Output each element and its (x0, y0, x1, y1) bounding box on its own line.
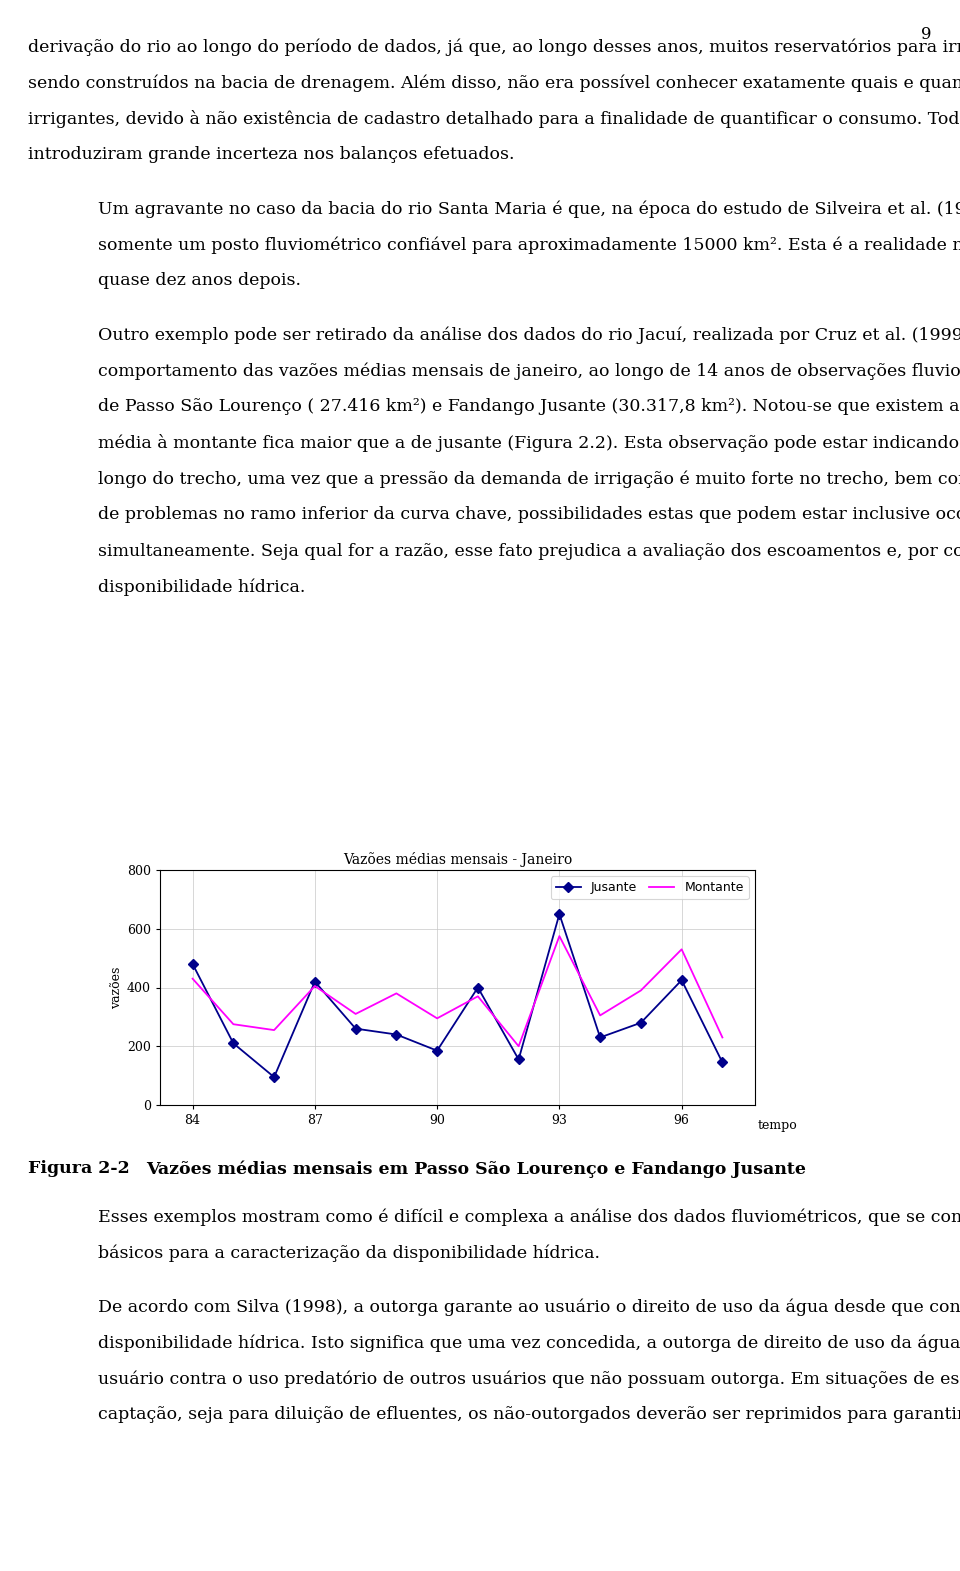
Text: disponibilidade hídrica.: disponibilidade hídrica. (98, 578, 305, 595)
Title: Vazões médias mensais - Janeiro: Vazões médias mensais - Janeiro (343, 853, 572, 867)
Text: Figura 2-2: Figura 2-2 (28, 1159, 130, 1177)
Text: média à montante fica maior que a de jusante (Figura 2.2). Esta observação pode : média à montante fica maior que a de jus… (98, 434, 960, 452)
Legend: Jusante, Montante: Jusante, Montante (551, 877, 749, 899)
Text: longo do trecho, uma vez que a pressão da demanda de irrigação é muito forte no : longo do trecho, uma vez que a pressão d… (98, 470, 960, 487)
Text: De acordo com Silva (1998), a outorga garante ao usuário o direito de uso da águ: De acordo com Silva (1998), a outorga ga… (98, 1298, 960, 1316)
Text: quase dez anos depois.: quase dez anos depois. (98, 272, 301, 289)
Text: usuário contra o uso predatório de outros usuários que não possuam outorga. Em s: usuário contra o uso predatório de outro… (98, 1370, 960, 1387)
Text: de Passo São Lourenço ( 27.416 km²) e Fandango Jusante (30.317,8 km²). Notou-se : de Passo São Lourenço ( 27.416 km²) e Fa… (98, 397, 960, 415)
Text: introduziram grande incerteza nos balanços efetuados.: introduziram grande incerteza nos balanç… (28, 146, 515, 163)
Text: básicos para a caracterização da disponibilidade hídrica.: básicos para a caracterização da disponi… (98, 1244, 600, 1262)
Text: somente um posto fluviométrico confiável para aproximadamente 15000 km². Esta é : somente um posto fluviométrico confiável… (98, 236, 960, 253)
Text: 9: 9 (922, 27, 932, 42)
Text: irrigantes, devido à não existência de cadastro detalhado para a finalidade de q: irrigantes, devido à não existência de c… (28, 110, 960, 127)
Text: derivação do rio ao longo do período de dados, já que, ao longo desses anos, mui: derivação do rio ao longo do período de … (28, 38, 960, 55)
Text: Esses exemplos mostram como é difícil e complexa a análise dos dados fluviométri: Esses exemplos mostram como é difícil e … (98, 1208, 960, 1225)
Text: Outro exemplo pode ser retirado da análise dos dados do rio Jacuí, realizada por: Outro exemplo pode ser retirado da análi… (98, 327, 960, 344)
Text: Um agravante no caso da bacia do rio Santa Maria é que, na época do estudo de Si: Um agravante no caso da bacia do rio San… (98, 200, 960, 217)
Text: comportamento das vazões médias mensais de janeiro, ao longo de 14 anos de obser: comportamento das vazões médias mensais … (98, 361, 960, 380)
Text: tempo: tempo (758, 1119, 798, 1133)
Text: simultaneamente. Seja qual for a razão, esse fato prejudica a avaliação dos esco: simultaneamente. Seja qual for a razão, … (98, 542, 960, 559)
Y-axis label: vazões: vazões (109, 966, 123, 1009)
Text: sendo construídos na bacia de drenagem. Além disso, não era possível conhecer ex: sendo construídos na bacia de drenagem. … (28, 74, 960, 91)
Text: Vazões médias mensais em Passo São Lourenço e Fandango Jusante: Vazões médias mensais em Passo São Loure… (146, 1159, 806, 1178)
Text: captação, seja para diluição de efluentes, os não-outorgados deverão ser reprimi: captação, seja para diluição de efluente… (98, 1406, 960, 1423)
Text: de problemas no ramo inferior da curva chave, possibilidades estas que podem est: de problemas no ramo inferior da curva c… (98, 506, 960, 523)
Text: disponibilidade hídrica. Isto significa que uma vez concedida, a outorga de dire: disponibilidade hídrica. Isto significa … (98, 1334, 960, 1351)
